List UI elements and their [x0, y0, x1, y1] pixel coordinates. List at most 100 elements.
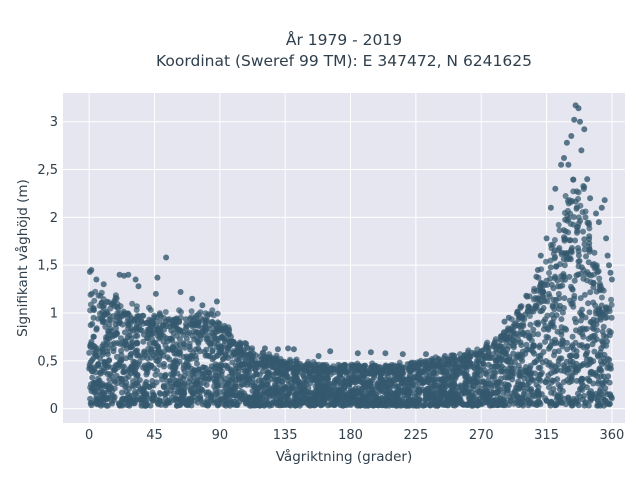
- scatter-point: [519, 394, 526, 400]
- scatter-point: [339, 402, 346, 409]
- scatter-point: [125, 271, 132, 278]
- scatter-point: [357, 402, 364, 409]
- scatter-point: [599, 338, 605, 344]
- scatter-point: [268, 376, 275, 383]
- scatter-point: [258, 377, 265, 384]
- scatter-point: [274, 346, 281, 353]
- scatter-point: [567, 220, 574, 227]
- scatter-point: [473, 365, 480, 372]
- scatter-point: [503, 338, 510, 345]
- scatter-point: [91, 383, 98, 390]
- scatter-point: [518, 342, 525, 349]
- scatter-point: [104, 382, 111, 389]
- scatter-point: [494, 382, 501, 388]
- scatter-point: [107, 325, 114, 332]
- scatter-point: [590, 325, 597, 332]
- scatter-point: [477, 400, 484, 407]
- scatter-point: [530, 331, 537, 338]
- scatter-point: [551, 237, 558, 243]
- scatter-point: [308, 376, 315, 383]
- scatter-point: [550, 250, 557, 257]
- scatter-point: [591, 332, 598, 339]
- scatter-point: [347, 391, 353, 398]
- scatter-point: [156, 361, 163, 368]
- scatter-point: [505, 358, 512, 365]
- scatter-point: [262, 354, 268, 361]
- scatter-point: [567, 353, 574, 360]
- scatter-point: [385, 393, 392, 400]
- scatter-point: [218, 382, 225, 389]
- scatter-point: [136, 353, 143, 360]
- scatter-point: [326, 381, 333, 388]
- scatter-point: [531, 393, 538, 400]
- scatter-point: [595, 219, 602, 226]
- scatter-point: [399, 351, 406, 358]
- scatter-point: [360, 383, 367, 390]
- scatter-point: [573, 205, 580, 212]
- scatter-point: [583, 384, 590, 391]
- scatter-point: [113, 295, 120, 302]
- scatter-point: [601, 197, 608, 204]
- scatter-point: [215, 393, 221, 400]
- scatter-point: [147, 307, 154, 313]
- scatter-point: [563, 139, 570, 146]
- scatter-point: [91, 297, 98, 304]
- scatter-point: [192, 389, 199, 396]
- scatter-point: [217, 346, 224, 352]
- scatter-point: [168, 394, 175, 401]
- scatter-point: [147, 402, 154, 409]
- scatter-point: [346, 383, 352, 390]
- y-tick-label: 3: [50, 115, 58, 130]
- scatter-point: [468, 399, 475, 406]
- scatter-point: [501, 318, 508, 325]
- scatter-point: [596, 366, 603, 373]
- scatter-point: [478, 348, 485, 355]
- scatter-point: [200, 328, 207, 335]
- scatter-point: [449, 361, 456, 368]
- scatter-point: [132, 349, 139, 356]
- scatter-point: [597, 316, 604, 323]
- scatter-point: [608, 301, 615, 308]
- scatter-point: [216, 389, 223, 395]
- scatter-point: [327, 348, 334, 355]
- scatter-point: [607, 269, 614, 276]
- scatter-point: [132, 325, 139, 332]
- scatter-point: [110, 392, 117, 399]
- scatter-point: [570, 303, 577, 310]
- scatter-point: [209, 356, 216, 363]
- scatter-point: [162, 309, 169, 315]
- scatter-point: [185, 400, 192, 407]
- scatter-point: [140, 385, 146, 392]
- scatter-point: [199, 302, 206, 309]
- scatter-point: [608, 296, 615, 303]
- scatter-point: [413, 374, 419, 381]
- scatter-point: [599, 381, 606, 388]
- scatter-point: [145, 361, 152, 368]
- scatter-point: [245, 400, 252, 407]
- scatter-point: [141, 348, 148, 355]
- scatter-point: [551, 306, 558, 313]
- scatter-point: [100, 296, 107, 303]
- scatter-point: [154, 400, 161, 406]
- scatter-point: [91, 388, 98, 395]
- scatter-point: [517, 372, 524, 379]
- scatter-point: [214, 352, 221, 359]
- scatter-point: [590, 279, 597, 286]
- scatter-point: [587, 371, 594, 377]
- scatter-point: [114, 380, 121, 387]
- scatter-point: [590, 358, 597, 365]
- scatter-point: [86, 362, 93, 368]
- scatter-point: [512, 359, 518, 366]
- scatter-point: [441, 361, 448, 368]
- scatter-point: [511, 365, 518, 372]
- scatter-point: [174, 332, 180, 339]
- scatter-point: [542, 338, 548, 345]
- scatter-point: [586, 243, 593, 250]
- scatter-point: [587, 195, 594, 202]
- scatter-point: [470, 394, 476, 400]
- scatter-point: [429, 383, 436, 390]
- scatter-point: [352, 374, 358, 380]
- scatter-point: [284, 374, 291, 381]
- scatter-point: [549, 321, 556, 328]
- scatter-point: [246, 394, 253, 401]
